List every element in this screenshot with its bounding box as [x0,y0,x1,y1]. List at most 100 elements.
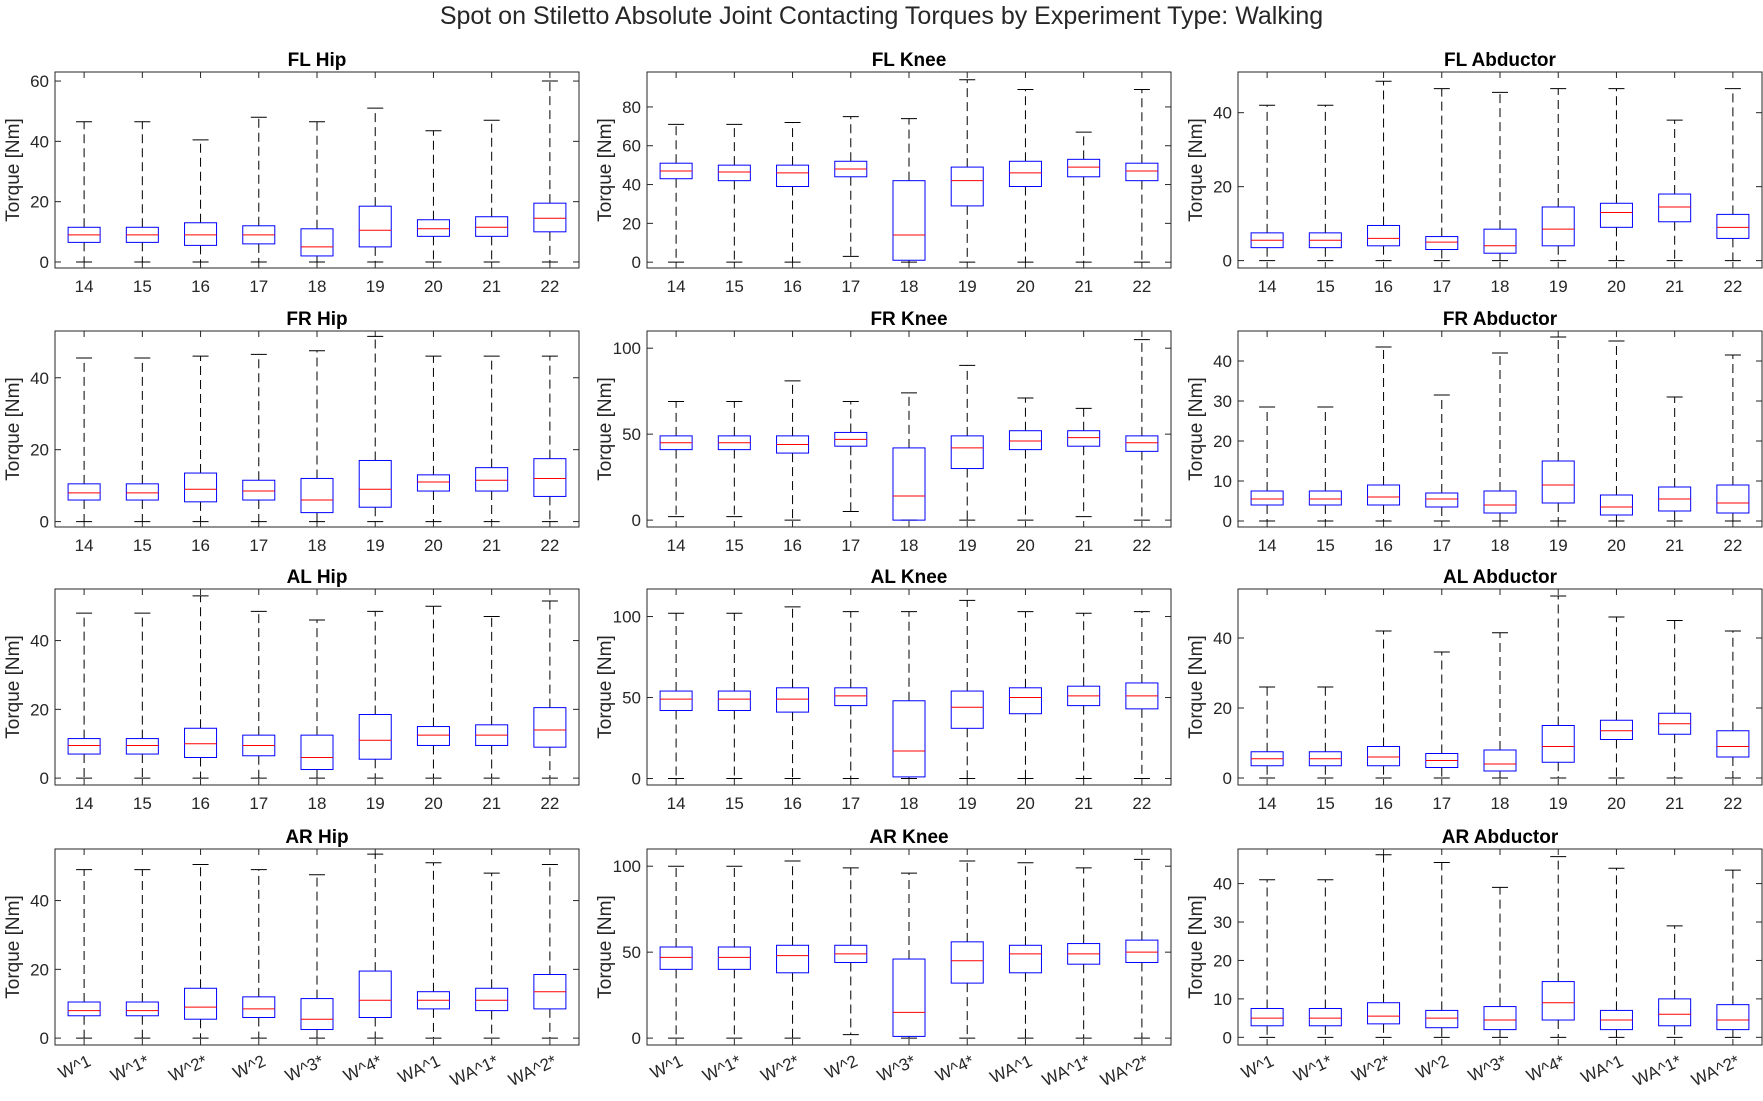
box-17 [834,116,868,257]
box-19 [358,107,392,263]
iqr-box [1716,213,1750,239]
box-W^1* [1308,879,1342,1038]
x-tick-label: W^4* [933,1051,978,1085]
x-tick-label: 19 [366,536,385,555]
box-WA^1* [1658,925,1692,1038]
box-15 [717,123,751,263]
box-W^4* [950,860,984,1039]
x-tick-label: 15 [725,536,744,555]
iqr-box [1308,1007,1342,1027]
box-14 [659,400,693,518]
box-21 [1658,620,1692,779]
box-16 [776,380,810,521]
x-tick-label: 18 [900,794,919,813]
x-tick-label: 18 [1491,277,1510,296]
iqr-box [950,435,984,470]
box-W^2 [242,869,276,1039]
x-tick-label: 15 [1316,794,1335,813]
y-axis-label: Torque [Nm] [3,895,24,998]
iqr-box [533,458,567,497]
iqr-box [1483,490,1517,514]
x-tick-label: 17 [841,536,860,555]
x-tick-label: W^1 [55,1051,93,1082]
iqr-box [776,164,810,187]
x-tick-label: 14 [667,277,686,296]
subplot-title: AR Knee [869,827,948,848]
x-tick-label: W^2* [166,1051,211,1085]
box-15 [717,400,751,518]
box-21 [475,355,509,523]
iqr-box [892,700,926,778]
x-tick-label: 21 [1665,536,1684,555]
box-WA^1* [475,872,509,1039]
iqr-box [475,467,509,492]
y-tick-label: 0 [1223,769,1232,788]
iqr-box [1008,687,1042,715]
plot-axes-frame [646,588,1172,786]
x-tick-label: 16 [1374,536,1393,555]
box-14 [67,121,101,263]
box-19 [358,610,392,779]
iqr-box [184,222,218,246]
iqr-box [1125,162,1159,182]
iqr-box [776,687,810,713]
x-tick-label: 22 [1132,794,1151,813]
box-19 [358,335,392,523]
x-tick-label: W^1* [108,1051,153,1085]
subplot-title: AR Hip [285,827,348,848]
x-tick-label: 22 [540,794,559,813]
y-tick-label: 20 [30,441,49,460]
x-tick-label: 19 [366,277,385,296]
iqr-box [475,216,509,237]
box-19 [1541,88,1575,262]
iqr-box [1541,981,1575,1021]
iqr-box [1599,494,1633,516]
box-20 [416,130,450,263]
y-axis-label: Torque [Nm] [3,635,24,738]
box-22 [1716,88,1750,262]
x-tick-label: 14 [1258,277,1277,296]
y-axis-label: Torque [Nm] [595,377,616,480]
y-tick-label: 80 [622,98,641,117]
iqr-box [1425,1009,1459,1029]
x-tick-label: W^4* [1524,1051,1569,1085]
iqr-box [300,998,334,1031]
x-tick-label: 14 [1258,536,1277,555]
x-tick-label: 20 [424,536,443,555]
iqr-box [1308,490,1342,506]
iqr-box [358,970,392,1018]
x-tick-label: W^3* [874,1051,919,1085]
box-17 [834,400,868,513]
subplot-fr-knee: FR Knee Torque [Nm] 0 50 100 14 15 16 17 18 19 20 21… [595,309,1172,555]
subplot-ar-hip: AR Hip Torque [Nm] 0 20 40 W^1 W^1* W^2* W^2 W^3*… [3,827,580,1090]
box-WA^1 [1008,862,1042,1039]
box-15 [125,121,159,263]
x-tick-label: 19 [958,277,977,296]
y-tick-label: 40 [1213,104,1232,123]
y-tick-label: 0 [632,511,641,530]
x-tick-label: WA^1 [987,1051,1035,1087]
x-tick-label: 22 [1723,277,1742,296]
box-15 [717,612,751,780]
iqr-box [358,459,392,508]
iqr-box [67,738,101,755]
box-W^2 [1425,861,1459,1038]
box-W^3* [1483,886,1517,1038]
x-tick-label: 18 [308,277,327,296]
subplot-ar-abductor: AR Abductor Torque [Nm] 0 10 20 30 40 W^1 W^1* W^… [1186,827,1763,1090]
iqr-box [950,166,984,207]
x-tick-label: 17 [249,277,268,296]
box-18 [1483,632,1517,779]
y-tick-label: 40 [1213,352,1232,371]
iqr-box [892,180,926,261]
y-tick-label: 50 [622,689,641,708]
box-W^4* [1541,856,1575,1038]
y-tick-label: 40 [30,892,49,911]
x-tick-label: 20 [1607,536,1626,555]
x-tick-label: 20 [1607,794,1626,813]
iqr-box [776,944,810,974]
y-tick-label: 0 [40,1029,49,1048]
y-tick-label: 0 [1223,252,1232,271]
iqr-box [1125,435,1159,452]
x-tick-label: WA^2* [1097,1051,1151,1090]
